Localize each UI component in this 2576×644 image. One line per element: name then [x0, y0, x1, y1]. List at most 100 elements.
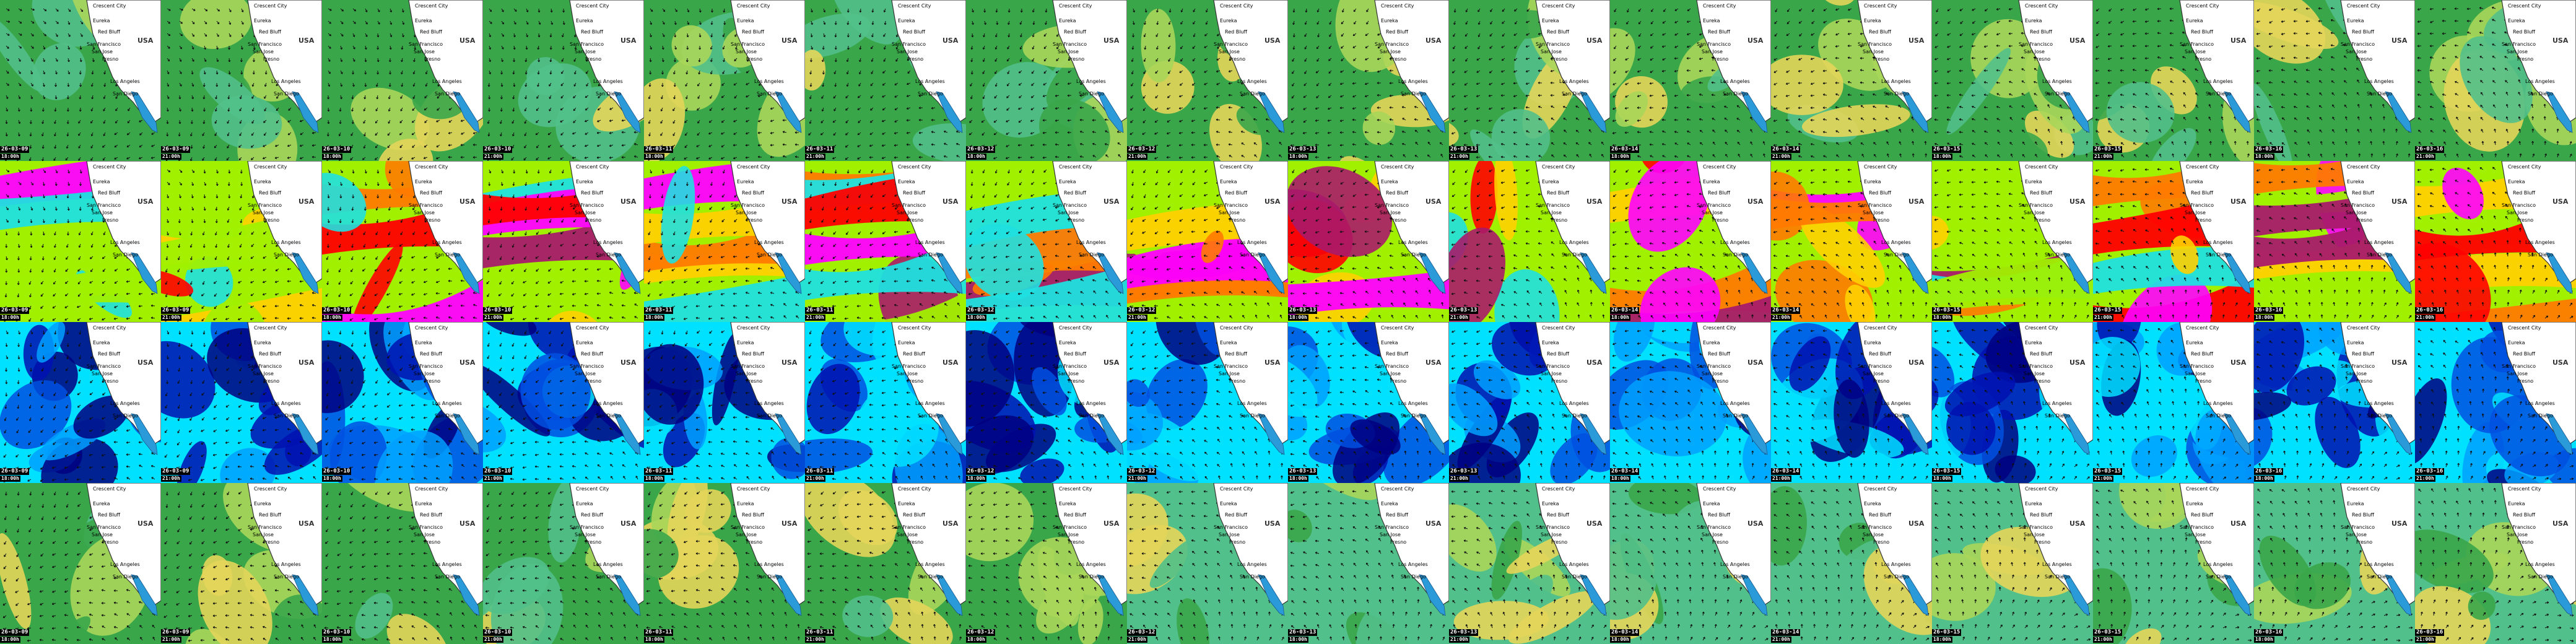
city-label: San Francisco — [2341, 364, 2375, 369]
city-label: San Diego — [596, 414, 621, 419]
city-label: Eureka — [254, 180, 271, 185]
frame-date: 26-03-12 — [966, 307, 996, 314]
forecast-field — [644, 322, 805, 483]
city-label: San Francisco — [1053, 203, 1087, 208]
forecast-field — [966, 483, 1127, 644]
city-label: Los Angeles — [271, 401, 301, 406]
city-label: San Francisco — [1214, 525, 1248, 530]
city-label: San Diego — [2206, 253, 2231, 258]
gulf-water — [292, 413, 319, 455]
frame-date: 26-03-11 — [805, 629, 835, 636]
city-label: San Jose — [1702, 533, 1723, 537]
map-tile: Crescent City Eureka Red Bluff San Francisc… — [1449, 161, 1610, 322]
city-label: Fresno — [585, 218, 601, 223]
landmass — [1857, 322, 1932, 446]
map-tile: Crescent City Eureka Red Bluff San Francisc… — [805, 322, 966, 483]
country-label: USA — [298, 520, 314, 527]
frame-date: 26-03-13 — [1288, 468, 1318, 475]
forecast-field — [0, 322, 161, 483]
frame-date: 26-03-15 — [1932, 307, 1962, 314]
frame-time: 18:00h — [1288, 315, 1308, 321]
city-label: Eureka — [737, 341, 754, 346]
frame-time: 18:00h — [0, 476, 20, 482]
city-label: Fresno — [102, 218, 118, 223]
city-label: Crescent City — [1703, 165, 1736, 170]
gulf-water — [2546, 252, 2573, 294]
city-label: Red Bluff — [581, 30, 603, 35]
city-label: Crescent City — [576, 487, 609, 492]
city-label: Red Bluff — [2030, 352, 2052, 357]
map-tile: Crescent City Eureka Red Bluff San Francisc… — [2415, 0, 2576, 161]
city-label: Eureka — [1703, 502, 1720, 507]
frame-date: 26-03-15 — [1932, 629, 1962, 636]
city-label: Red Bluff — [1225, 191, 1247, 196]
country-label: USA — [137, 198, 153, 205]
gulf-water — [1419, 252, 1446, 294]
frame-date: 26-03-10 — [322, 146, 352, 153]
city-label: Eureka — [415, 341, 432, 346]
city-label: Crescent City — [1864, 326, 1897, 331]
city-label: Los Angeles — [1881, 240, 1911, 245]
city-label: Red Bluff — [1547, 513, 1569, 518]
city-label: Eureka — [898, 19, 915, 24]
city-label: San Diego — [1401, 575, 1426, 580]
gulf-water — [2385, 413, 2412, 455]
map-tile: Crescent City Eureka Red Bluff San Francisc… — [1932, 322, 2093, 483]
landmass — [891, 322, 966, 446]
wind-arrows — [326, 8, 477, 161]
landmass — [1213, 0, 1288, 124]
city-label: San Francisco — [87, 525, 121, 530]
gulf-water — [131, 574, 158, 616]
city-label: Red Bluff — [98, 30, 120, 35]
city-label: Red Bluff — [1386, 191, 1408, 196]
city-label: San Francisco — [1697, 525, 1731, 530]
frame-date: 26-03-16 — [2415, 146, 2445, 153]
city-label: San Jose — [92, 372, 113, 376]
city-label: Los Angeles — [1398, 240, 1428, 245]
city-label: Los Angeles — [110, 401, 140, 406]
city-label: Crescent City — [1381, 4, 1414, 9]
city-label: Crescent City — [1381, 165, 1414, 170]
frame-time: 18:00h — [1932, 476, 1952, 482]
map-tile: Crescent City Eureka Red Bluff San Francisc… — [2093, 0, 2254, 161]
city-label: San Francisco — [1214, 42, 1248, 47]
gulf-water — [2224, 413, 2251, 455]
frame-date: 26-03-13 — [1449, 468, 1479, 475]
city-label: Red Bluff — [259, 513, 281, 518]
map-tile: Crescent City Eureka Red Bluff San Francisc… — [322, 322, 483, 483]
city-label: San Diego — [113, 414, 138, 419]
city-label: Los Angeles — [432, 240, 462, 245]
city-label: Crescent City — [737, 326, 770, 331]
forecast-field — [2254, 322, 2415, 483]
city-label: San Jose — [2346, 211, 2367, 215]
city-label: San Diego — [1079, 92, 1104, 97]
city-label: Eureka — [2186, 19, 2203, 24]
city-label: Los Angeles — [2364, 562, 2394, 567]
city-label: Los Angeles — [1237, 401, 1267, 406]
forecast-field — [805, 0, 966, 161]
city-label: Crescent City — [1542, 165, 1575, 170]
city-label: Crescent City — [1059, 165, 1092, 170]
city-label: Los Angeles — [1076, 240, 1106, 245]
city-label: Fresno — [1712, 57, 1728, 62]
frame-time: 18:00h — [0, 637, 20, 643]
city-label: Fresno — [1068, 57, 1084, 62]
city-label: Crescent City — [415, 165, 448, 170]
city-label: Fresno — [907, 379, 923, 384]
city-label: Crescent City — [2508, 487, 2541, 492]
frame-date: 26-03-12 — [966, 468, 996, 475]
country-label: USA — [2552, 520, 2568, 527]
frame-date: 26-03-14 — [1771, 629, 1801, 636]
gulf-water — [2063, 413, 2090, 455]
city-label: San Jose — [1702, 372, 1723, 376]
country-label: USA — [1264, 37, 1280, 44]
city-label: San Jose — [2024, 533, 2045, 537]
map-tile: Crescent City Eureka Red Bluff San Francisc… — [2415, 322, 2576, 483]
city-label: Red Bluff — [1708, 352, 1730, 357]
country-label: USA — [2230, 37, 2246, 44]
frame-time: 21:00h — [1449, 154, 1469, 160]
city-label: Eureka — [1220, 180, 1237, 185]
frame-time: 21:00h — [1449, 637, 1469, 643]
map-tile: Crescent City Eureka Red Bluff San Francisc… — [1932, 483, 2093, 644]
city-label: San Francisco — [2341, 42, 2375, 47]
